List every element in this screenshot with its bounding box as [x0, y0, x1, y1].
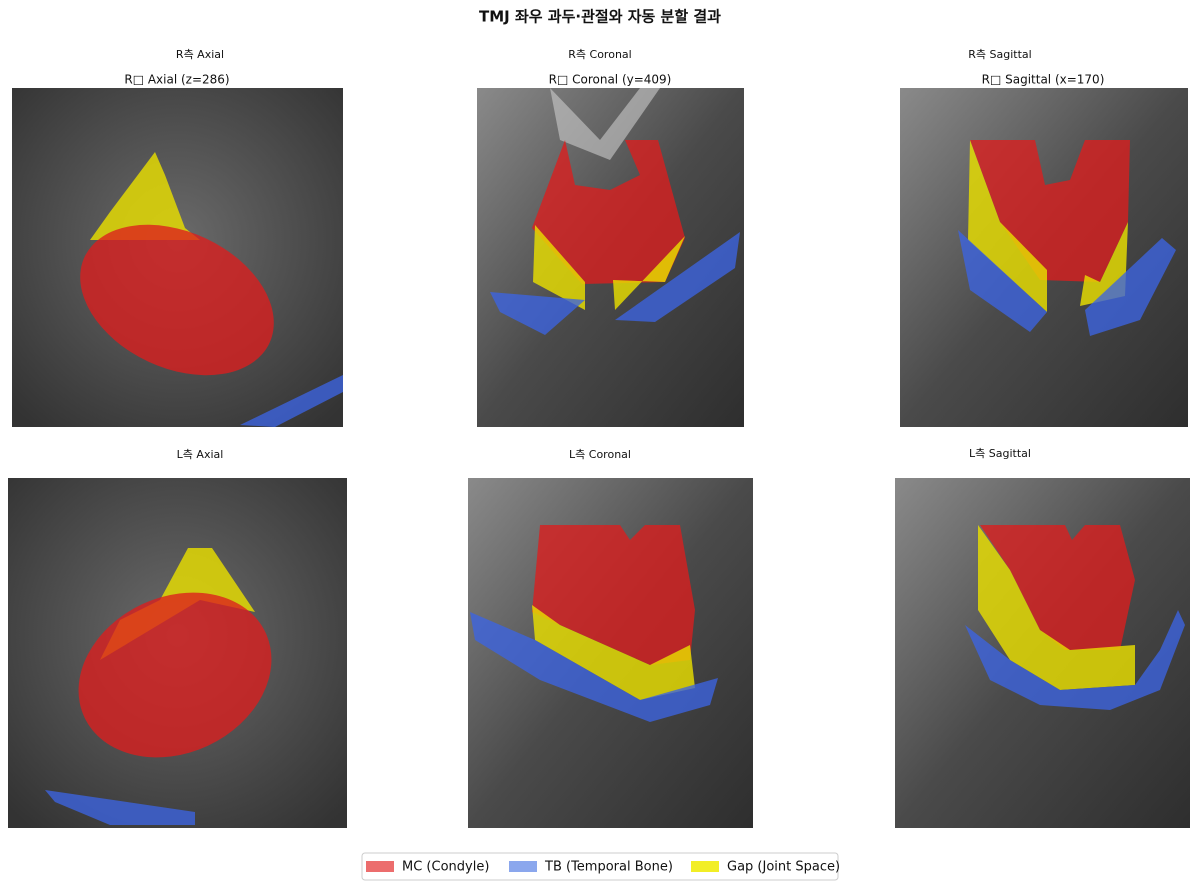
r-coronal-image — [477, 88, 744, 427]
panel-title: R측 Sagittal — [968, 48, 1031, 61]
panel-title: L측 Sagittal — [969, 447, 1031, 460]
figure-title: TMJ 좌우 과두·관절와 자동 분할 결과 — [479, 8, 721, 26]
legend-label: MC (Condyle) — [402, 860, 489, 875]
legend-label: Gap (Joint Space) — [727, 860, 840, 875]
r-axial-image — [12, 88, 343, 427]
legend-swatch — [366, 861, 394, 872]
panel-subtitle: R□ Coronal (y=409) — [549, 73, 672, 87]
l-axial-image — [8, 478, 347, 828]
legend-label: TB (Temporal Bone) — [544, 860, 673, 875]
panel-title: R측 Coronal — [568, 48, 631, 61]
legend-swatch — [509, 861, 537, 872]
r-sagittal-image — [900, 88, 1188, 427]
panel-title: R측 Axial — [176, 48, 224, 61]
l-coronal-image — [468, 478, 753, 828]
legend: MC (Condyle) TB (Temporal Bone) Gap (Joi… — [361, 852, 840, 881]
panel-title: L측 Axial — [177, 448, 224, 461]
panel-subtitle: R□ Axial (z=286) — [124, 73, 229, 87]
legend-swatch — [691, 861, 719, 872]
panel-title: L측 Coronal — [569, 448, 631, 461]
l-sagittal-image — [895, 478, 1190, 828]
panel-subtitle: R□ Sagittal (x=170) — [982, 73, 1105, 87]
